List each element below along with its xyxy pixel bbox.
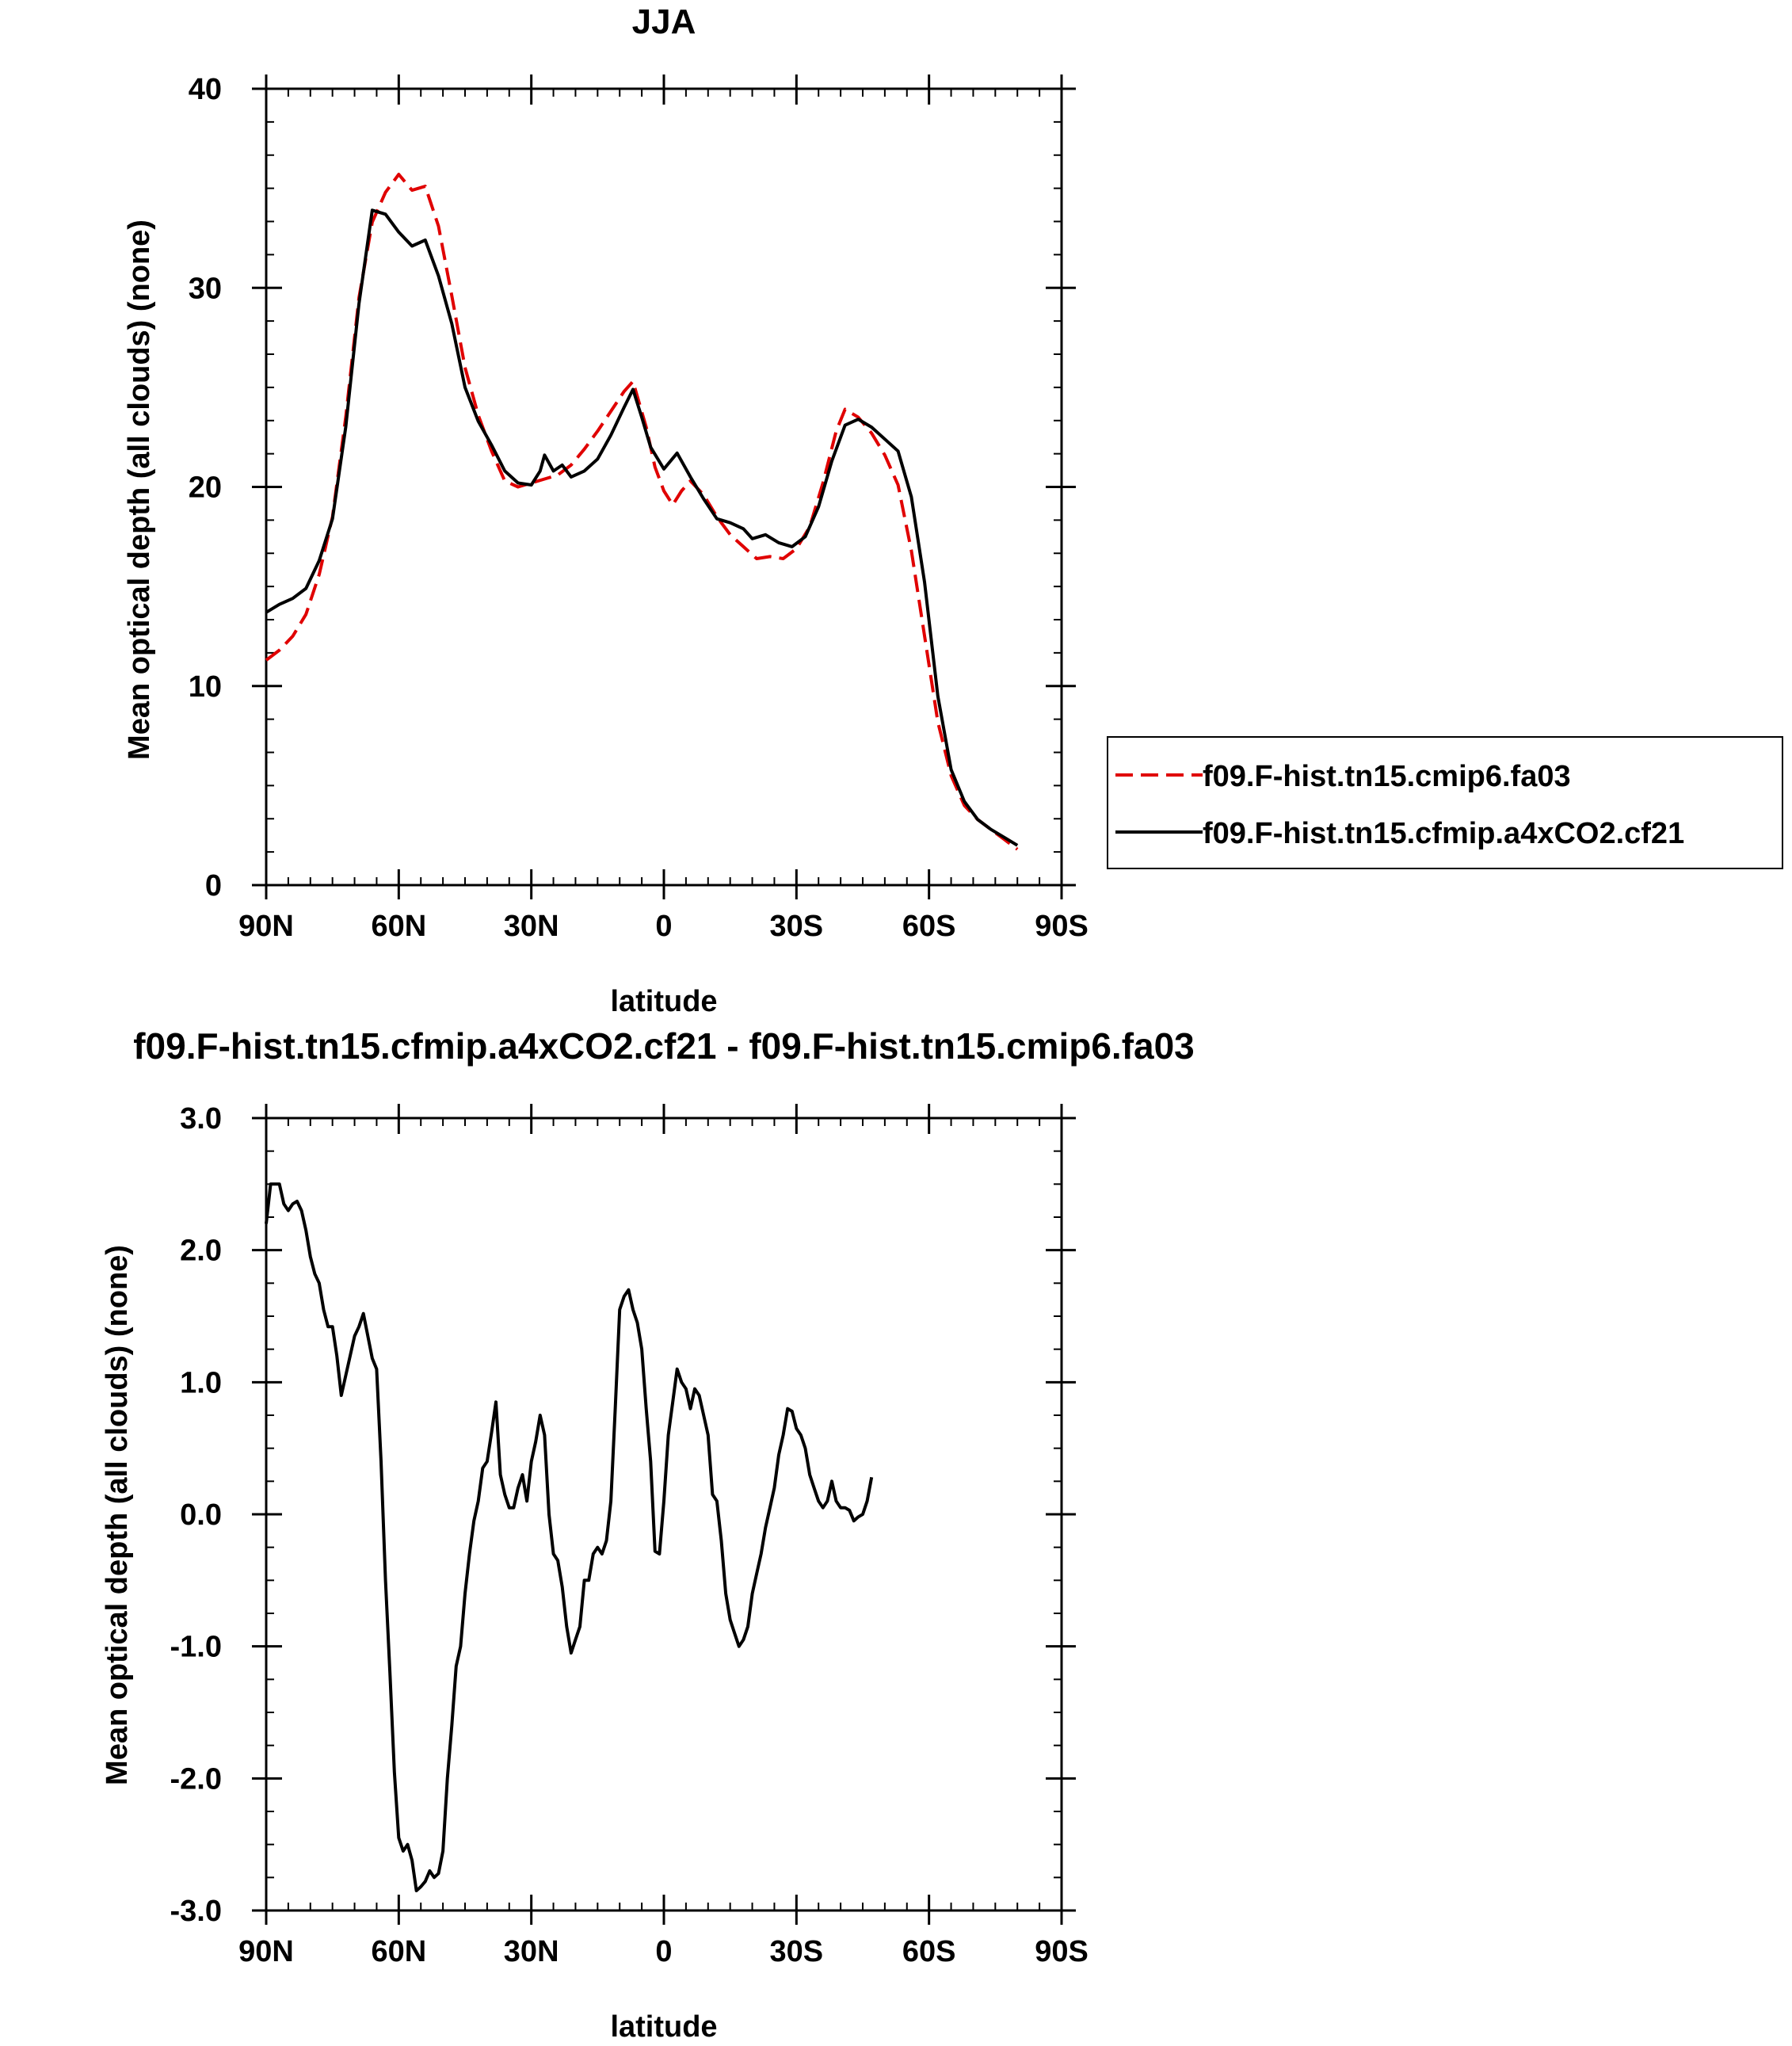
top-y-axis-label: Mean optical depth (all clouds) (none): [123, 219, 156, 760]
bottom-chart-title: f09.F-hist.tn15.cfmip.a4xCO2.cf21 - f09.…: [133, 1025, 1195, 1067]
bottom-y-tick-label: 0.0: [180, 1498, 222, 1532]
top-y-tick-label: 20: [189, 471, 222, 505]
top-x-tick-label: 0: [655, 910, 672, 943]
top-y-tick-label: 10: [189, 670, 222, 704]
bottom-x-tick-label: 90S: [1035, 1935, 1089, 1968]
top-chart-title: JJA: [632, 2, 696, 41]
legend-label-cf21: f09.F-hist.tn15.cfmip.a4xCO2.cf21: [1203, 817, 1684, 850]
top-x-tick-label: 60S: [902, 910, 956, 943]
bottom-y-tick-label: 1.0: [180, 1366, 222, 1399]
top-y-tick-label: 40: [189, 73, 222, 106]
bottom-series-line-0: [265, 1182, 874, 1892]
top-x-tick-label: 60N: [371, 910, 426, 943]
bottom-y-tick-label: 3.0: [180, 1102, 222, 1136]
legend-box: [1107, 736, 1783, 869]
bottom-x-tick-label: 30S: [770, 1935, 824, 1968]
top-series-line-0: [265, 173, 1019, 851]
bottom-x-tick-label: 30N: [504, 1935, 559, 1968]
top-x-tick-label: 90S: [1035, 910, 1089, 943]
bottom-y-tick-label: 2.0: [180, 1235, 222, 1268]
bottom-x-tick-label: 0: [655, 1935, 672, 1968]
legend: f09.F-hist.tn15.cmip6.fa03 f09.F-hist.tn…: [1107, 736, 1783, 869]
top-y-tick-label: 0: [205, 869, 222, 903]
top-x-tick-label: 30S: [770, 910, 824, 943]
top-chart: JJA 90N 60N 30N 0 30S 60S 90S 0 10 20 30 40 latitud…: [123, 2, 1783, 1018]
bottom-y-tick-label: -3.0: [170, 1895, 222, 1928]
bottom-x-tick-label: 60N: [371, 1935, 426, 1968]
bottom-y-tick-label: -2.0: [170, 1762, 222, 1796]
bottom-chart: f09.F-hist.tn15.cfmip.a4xCO2.cf21 - f09.…: [101, 1025, 1195, 2044]
bottom-x-tick-label: 90N: [238, 1935, 294, 1968]
top-x-axis-label: latitude: [610, 985, 717, 1018]
bottom-y-tick-label: -1.0: [170, 1631, 222, 1664]
bottom-x-axis-label: latitude: [610, 2010, 717, 2044]
bottom-x-tick-label: 60S: [902, 1935, 956, 1968]
top-x-tick-label: 30N: [504, 910, 559, 943]
top-x-tick-label: 90N: [238, 910, 294, 943]
bottom-plot-area: 90N 60N 30N 0 30S 60S 90S 3.0 2.0 1.0 0.0 -1.0 -2.0 -…: [170, 1102, 1089, 1968]
bottom-y-axis-label: Mean optical depth (all clouds) (none): [101, 1245, 134, 1785]
top-series-line-1: [265, 208, 1019, 847]
top-plot-area: 90N 60N 30N 0 30S 60S 90S 0 10 20 30 40: [189, 73, 1089, 943]
legend-label-fa03: f09.F-hist.tn15.cmip6.fa03: [1203, 760, 1571, 793]
top-y-tick-label: 30: [189, 272, 222, 305]
